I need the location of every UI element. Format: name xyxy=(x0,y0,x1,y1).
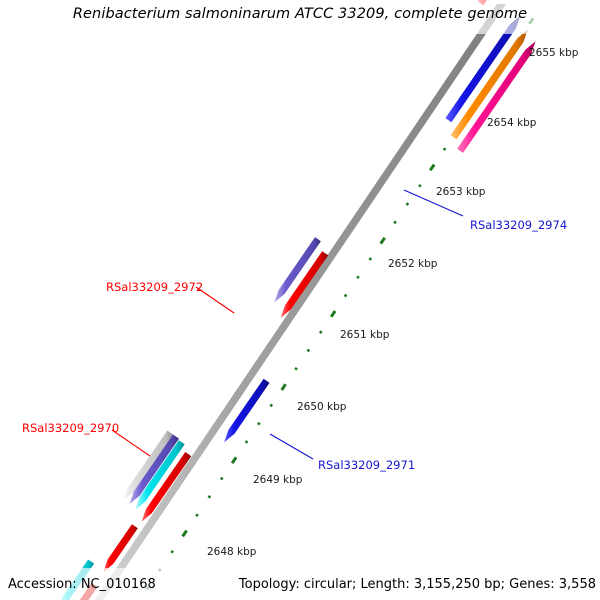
feature-label-RSal33209_2970[interactable]: RSal33209_2970 xyxy=(22,421,120,435)
feature-label-RSal33209_2971[interactable]: RSal33209_2971 xyxy=(318,458,416,472)
ruler-minor-tick xyxy=(294,366,298,371)
ruler-minor-tick xyxy=(418,183,422,188)
ruler-label: 2649 kbp xyxy=(253,474,303,486)
ruler-minor-tick xyxy=(170,549,174,554)
cds-cyan-2970c[interactable] xyxy=(135,440,185,511)
label-leader-lines xyxy=(111,189,464,460)
cds-magenta-2974c[interactable] xyxy=(457,41,536,153)
ruler-major-tick xyxy=(379,236,386,245)
ruler-minor-tick xyxy=(257,421,261,426)
ruler-minor-tick xyxy=(158,568,162,572)
ruler-minor-tick xyxy=(393,220,397,225)
leader-line-2972 xyxy=(195,286,235,314)
leader-line-2970 xyxy=(111,429,151,457)
ruler-label: 2652 kbp xyxy=(388,258,438,270)
ruler-label: 2655 kbp xyxy=(529,47,579,59)
ruler-minor-tick xyxy=(343,293,348,298)
ruler-minor-tick xyxy=(318,330,323,334)
ruler-label: 2654 kbp xyxy=(487,117,537,129)
cds-blue-2974[interactable] xyxy=(445,15,521,123)
genome-backbone[interactable] xyxy=(92,4,506,600)
ruler-label: 2651 kbp xyxy=(340,329,390,341)
backbone-ribbon[interactable] xyxy=(92,4,506,600)
cds-slate-2972[interactable] xyxy=(274,237,321,303)
feature-label-RSal33209_2974[interactable]: RSal33209_2974 xyxy=(470,218,568,232)
cds-silver-2970[interactable] xyxy=(123,430,174,501)
feature-label-RSal33209_2972[interactable]: RSal33209_2972 xyxy=(106,280,204,294)
cds-red-2970d[interactable] xyxy=(141,452,192,522)
cds-slate-2970b[interactable] xyxy=(129,434,179,505)
ruler-minor-tick xyxy=(269,403,274,408)
page-title: Renibacterium salmoninarum ATCC 33209, c… xyxy=(72,6,528,22)
leader-line-2974 xyxy=(403,189,464,217)
ruler-major-tick xyxy=(181,529,188,538)
ruler-major-tick xyxy=(230,456,238,465)
feature-arrow-layer[interactable] xyxy=(58,0,536,600)
ruler-label: 2650 kbp xyxy=(297,401,347,413)
ruler-minor-tick xyxy=(207,495,212,499)
ruler-minor-tick xyxy=(356,275,360,280)
ruler-minor-tick xyxy=(442,147,447,151)
ruler-label: 2648 kbp xyxy=(207,546,257,558)
ruler-major-tick xyxy=(329,310,337,318)
ruler-minor-tick xyxy=(219,476,224,481)
cds-orange-2974b[interactable] xyxy=(450,29,528,140)
leader-line-2971 xyxy=(269,433,314,460)
status-bar: Accession: NC_010168 Topology: circular;… xyxy=(0,577,600,595)
ruler-minor-tick xyxy=(306,348,311,353)
ruler-major-tick xyxy=(280,383,287,391)
cds-red-2972b[interactable] xyxy=(280,251,329,318)
ruler-minor-tick xyxy=(244,440,249,444)
cds-blue-2971[interactable] xyxy=(224,378,270,443)
cds-red-lower[interactable] xyxy=(103,524,138,573)
ruler-minor-tick xyxy=(405,202,410,206)
sequence-info-text: Topology: circular; Length: 3,155,250 bp… xyxy=(238,577,596,592)
ruler-label: 2653 kbp xyxy=(436,186,486,198)
ruler-major-tick xyxy=(428,163,436,172)
ruler-minor-tick xyxy=(368,257,373,261)
accession-text: Accession: NC_010168 xyxy=(8,577,156,592)
ruler-minor-tick xyxy=(195,513,199,517)
